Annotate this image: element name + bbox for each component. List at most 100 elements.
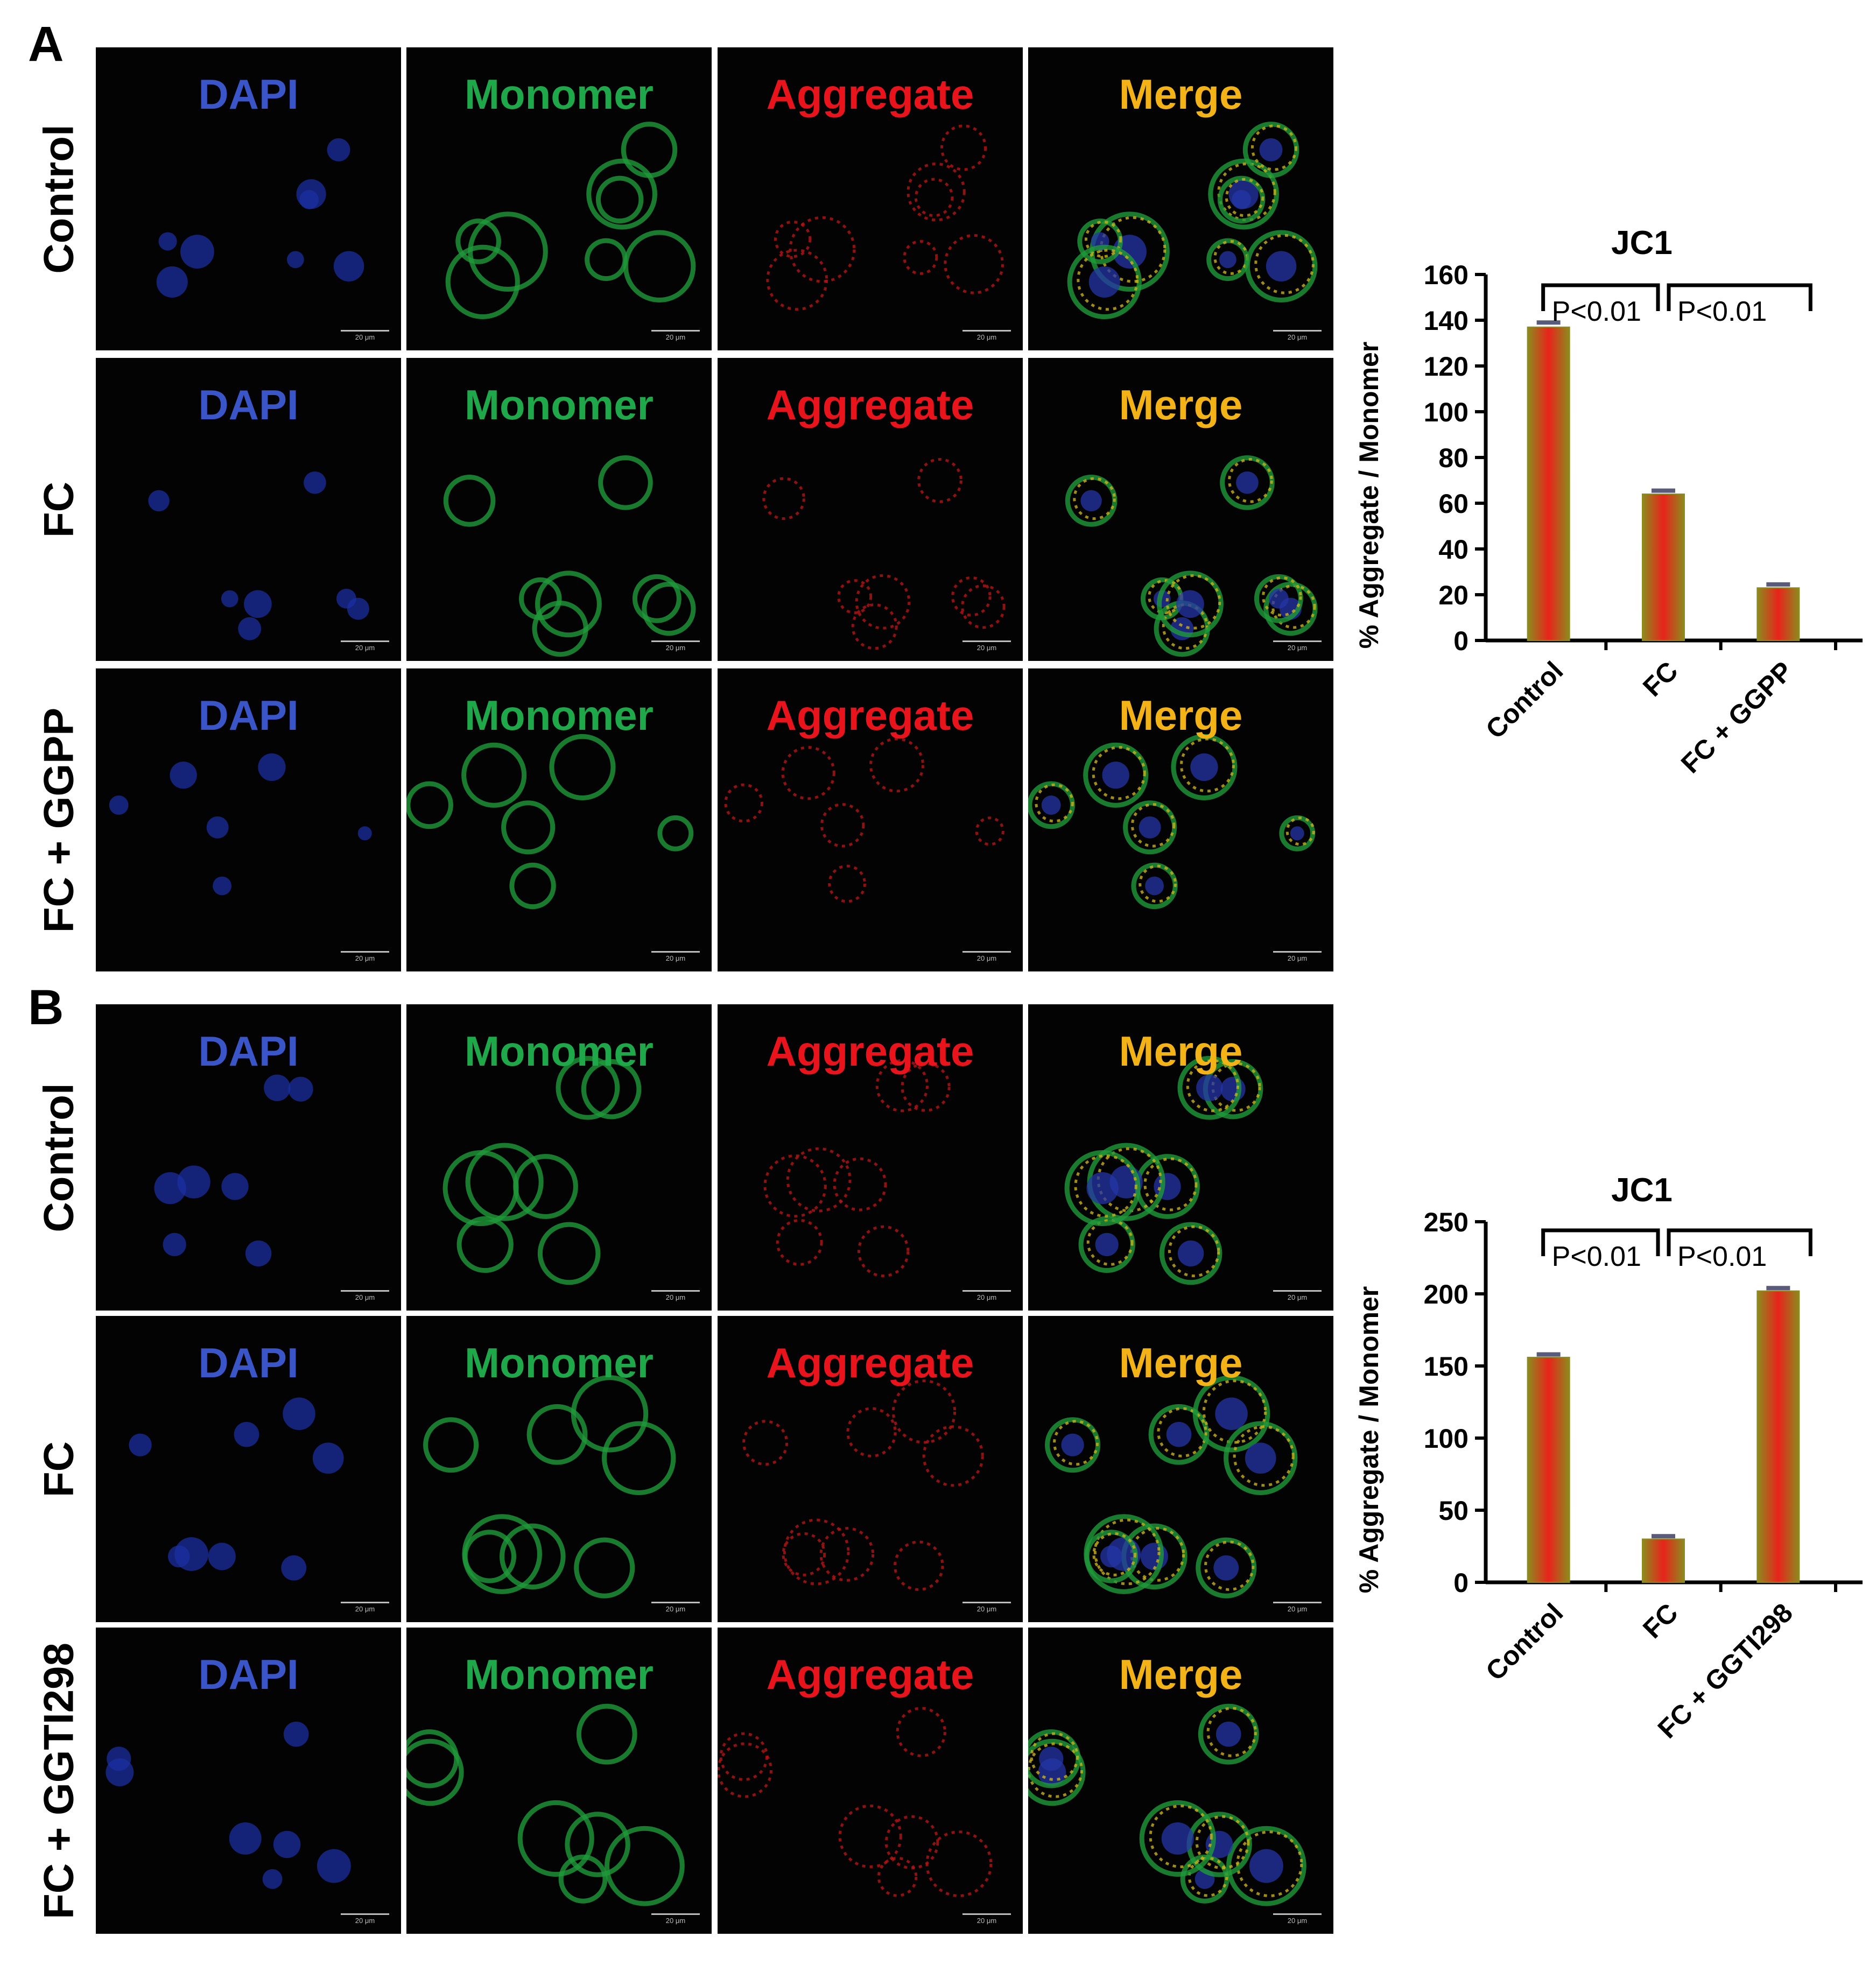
micrograph-tile: Monomer 20 μm [406,1316,712,1622]
micrograph-tile: Monomer 20 μm [406,1004,712,1311]
cell-outline [406,1729,459,1788]
bar [1756,1290,1800,1583]
x-tick-label: Control [1480,1597,1569,1686]
nucleus [107,1746,131,1771]
nucleus [1176,590,1204,618]
cell-image [148,471,369,640]
scale-bar-line [341,1602,389,1603]
channel-label: DAPI [198,1339,299,1386]
cell-outline [406,781,453,829]
scale-bar: 20 μm [341,1602,389,1617]
aggregate-speckle [944,234,1004,294]
micrograph-tile: Aggregate 20 μm [718,47,1023,350]
scale-bar-line [341,1913,389,1915]
nucleus [283,1721,309,1747]
scale-bar: 20 μm [962,640,1011,656]
nucleus [273,1830,301,1858]
cell-outline [657,815,694,851]
scale-bar-text: 20 μm [355,1605,375,1613]
nucleus [1095,1232,1119,1257]
scale-bar: 20 μm [962,1913,1011,1928]
scale-bar-line [341,951,389,953]
y-tick-label: 0 [1453,1568,1469,1598]
scale-bar-line [962,1913,1011,1915]
channel-label: Aggregate [766,692,974,739]
channel-label: DAPI [198,1651,299,1698]
nucleus [1102,762,1129,789]
nucleus [1215,1721,1241,1747]
channel-label: Merge [1119,1339,1243,1386]
cell-outline [1224,1421,1298,1495]
y-tick-label: 60 [1438,489,1469,519]
row-label: FC + GGTI298 [34,1642,82,1919]
bar-chart-b: JC1 0 50 100 150 200 250 % Aggregate / Monomer C… [1357,1172,1863,1744]
cell-image [406,734,694,910]
scale-bar-line [341,640,389,642]
cell-outline [1067,244,1142,319]
y-tick-label: 40 [1438,534,1469,565]
aggregate-speckle [961,584,1006,629]
significance-label: P<0.01 [1677,1241,1767,1272]
nucleus [1290,826,1304,841]
aggregate-speckle [724,783,763,823]
nucleus [1266,251,1297,281]
scale-bar: 20 μm [341,951,389,966]
micrograph-tile: DAPI 20 μm [96,1316,401,1622]
aggregate-speckle [1092,1532,1137,1576]
aggregate-speckle [1195,1815,1250,1870]
aggregate-speckle [1225,178,1264,217]
aggregate-speckle [1084,220,1122,258]
micrograph-tile: Merge 20 μm [1028,1628,1333,1934]
scale-bar-text: 20 μm [665,1917,686,1925]
nucleus [245,1240,272,1267]
micrograph-tile: Merge 20 μm [1028,358,1333,661]
cell-outline [468,212,548,292]
cell-outline [1064,1150,1141,1227]
nucleus [1080,490,1102,512]
micrograph-tile: Merge 20 μm [1028,1004,1333,1311]
micrograph-tile: Merge 20 μm [1028,1316,1333,1622]
cell-outline [406,1738,464,1806]
micrograph-tile: DAPI 20 μm [96,668,401,971]
scale-bar-text: 20 μm [355,954,375,962]
micrograph-tile: Monomer 20 μm [406,47,712,350]
cell-outline [513,1154,578,1219]
cell-outline [443,475,496,527]
cell-outline [537,1222,601,1285]
nucleus [264,1074,291,1101]
scale-bar-line [1273,1602,1322,1603]
scale-bar-line [651,1290,700,1292]
nucleus [1166,1421,1192,1447]
significance-label: P<0.01 [1552,1241,1641,1272]
channel-label: Aggregate [766,381,974,428]
row-label: FC [34,1441,82,1497]
chart-title: JC1 [1611,224,1673,262]
aggregate-speckle [903,240,938,275]
scale-bar-line [341,1290,389,1292]
scale-bar: 20 μm [651,1290,700,1305]
cell-outline [602,1421,676,1495]
cell-outline [509,862,556,910]
cell-outline [1083,742,1149,808]
channel-label: DAPI [198,1027,299,1075]
nucleus [1249,1849,1283,1883]
x-tick-label: FC [1637,656,1684,702]
channel-label: Monomer [465,1339,654,1386]
channel-label: Monomer [465,1651,654,1698]
aggregate-speckle [1162,603,1208,650]
y-tick-label: 250 [1424,1207,1469,1237]
cell-outline [461,742,527,808]
cell-outline [462,1530,516,1583]
cell-outline [501,800,556,855]
channel-label: Merge [1119,1027,1243,1075]
aggregate-speckle [1228,457,1273,503]
x-tick-label: FC [1637,1597,1684,1644]
nucleus [238,617,262,640]
nucleus [158,232,177,251]
aggregate-speckle [1028,1742,1083,1798]
nucleus [170,762,197,789]
scale-bar-text: 20 μm [1287,1293,1308,1301]
channel-label: Monomer [465,1027,654,1075]
aggregate-speckle [776,1219,823,1266]
aggregate-speckle [763,1154,827,1218]
